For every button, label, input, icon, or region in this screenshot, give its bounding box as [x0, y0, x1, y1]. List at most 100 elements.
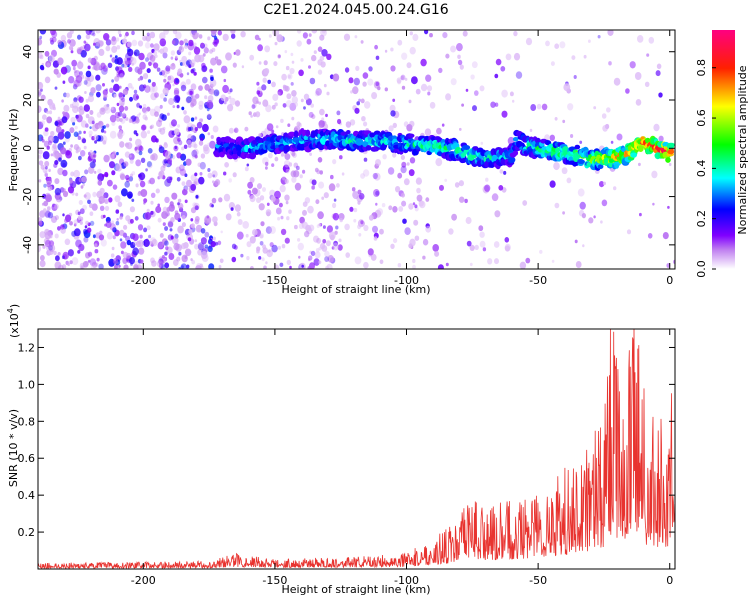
spectrogram-noise-cell: [249, 195, 256, 203]
spectrogram-noise-cell: [191, 259, 196, 265]
spectrogram-noise-cell: [162, 126, 166, 131]
spectrogram-noise-cell: [173, 259, 179, 266]
spectrogram-noise-cell: [88, 134, 92, 138]
spectrogram-noise-cell: [429, 101, 436, 109]
spectrogram-noise-cell: [409, 120, 415, 128]
spectrogram-y-tick-label: -40: [21, 236, 34, 254]
spectrogram-noise-cell: [333, 240, 338, 247]
spectrogram-noise-cell: [360, 220, 364, 225]
spectrogram-ridge-cell: [462, 145, 471, 150]
spectrogram-noise-cell: [134, 216, 139, 221]
spectrogram-noise-cell: [396, 77, 402, 84]
spectrogram-noise-cell: [89, 258, 97, 267]
spectrogram-noise-cell: [275, 125, 279, 129]
spectrogram-noise-cell: [326, 91, 330, 96]
spectrogram-noise-cell: [262, 99, 269, 107]
spectrogram-noise-cell: [291, 90, 297, 97]
spectrogram-noise-cell: [109, 161, 115, 169]
spectrogram-noise-cell: [131, 30, 135, 36]
spectrogram-noise-cell: [42, 193, 47, 199]
spectrogram-noise-cell: [124, 181, 130, 188]
spectrogram-noise-cell: [97, 168, 102, 174]
spectrogram-noise-cell: [181, 146, 185, 151]
spectrogram-noise-cell: [392, 152, 397, 158]
spectrogram-noise-cell: [130, 173, 133, 178]
spectrogram-noise-cell: [490, 101, 496, 108]
spectrogram-noise-cell: [77, 211, 81, 216]
spectrogram-noise-cell: [199, 172, 203, 176]
spectrogram-noise-cell: [150, 43, 154, 48]
spectrogram-noise-cell: [188, 51, 192, 56]
spectrogram-noise-cell: [98, 121, 102, 126]
spectrogram-noise-cell: [162, 87, 169, 96]
spectrogram-noise-cell: [38, 38, 43, 46]
spectrogram-noise-cell: [442, 31, 448, 39]
spectrogram-noise-cell: [484, 184, 491, 192]
spectrogram-noise-cell: [367, 78, 374, 86]
spectrogram-noise-cell: [55, 255, 60, 262]
spectrogram-noise-cell: [284, 194, 290, 201]
spectrogram-noise-cell: [357, 224, 362, 230]
spectrogram-noise-cell: [191, 154, 196, 159]
spectrogram-noise-cell: [167, 220, 174, 227]
spectrogram-noise-cell: [124, 57, 127, 62]
spectrogram-noise-cell: [184, 255, 188, 259]
spectrogram-noise-cell: [189, 124, 197, 132]
spectrogram-noise-cell: [326, 263, 333, 269]
spectrogram-noise-cell: [341, 172, 345, 176]
spectrogram-noise-cell: [50, 153, 54, 157]
spectrogram-noise-cell: [305, 98, 312, 106]
spectrogram-noise-cell: [84, 192, 91, 200]
spectrogram-noise-cell: [167, 112, 170, 116]
spectrogram-noise-cell: [80, 185, 84, 189]
spectrogram-noise-cell: [257, 44, 263, 52]
snr-x-tick-label: -50: [529, 574, 547, 587]
spectrogram-noise-cell: [653, 123, 660, 132]
spectrogram-noise-cell: [95, 74, 101, 81]
spectrogram-noise-cell: [103, 104, 109, 111]
spectrogram-noise-cell: [593, 106, 597, 110]
spectrogram-noise-cell: [167, 221, 174, 228]
spectrogram-y-tick-label: 0: [21, 145, 34, 152]
spectrogram-noise-cell: [62, 190, 69, 198]
spectrogram-noise-cell: [288, 162, 293, 167]
spectrogram-noise-cell: [69, 179, 73, 184]
spectrogram-noise-cell: [190, 183, 197, 191]
spectrogram-noise-cell: [154, 105, 161, 114]
spectrogram-noise-cell: [190, 258, 193, 262]
spectrogram-frame: [37, 29, 676, 270]
spectrogram-noise-cell: [80, 150, 86, 157]
spectrogram-noise-cell: [151, 85, 158, 93]
spectrogram-noise-cell: [142, 114, 148, 120]
spectrogram-noise-cell: [62, 111, 66, 115]
spectrogram-noise-cell: [206, 114, 212, 120]
spectrogram-noise-cell: [668, 162, 672, 167]
spectrogram-noise-cell: [79, 105, 83, 111]
spectrogram-noise-cell: [240, 31, 246, 38]
spectrogram-noise-cell: [188, 64, 192, 69]
spectrogram-noise-cell: [117, 30, 122, 35]
spectrogram-noise-cell: [458, 180, 464, 187]
spectrogram-noise-cell: [260, 221, 265, 227]
spectrogram-noise-cell: [603, 181, 606, 186]
spectrogram-noise-cell: [227, 104, 234, 112]
spectrogram-noise-cell: [46, 62, 51, 68]
spectrogram-noise-cell: [223, 101, 227, 105]
spectrogram-noise-cell: [123, 161, 129, 167]
spectrogram-noise-cell: [318, 260, 322, 265]
spectrogram-noise-cell: [110, 154, 115, 160]
spectrogram-noise-cell: [457, 54, 461, 59]
spectrogram-noise-cell: [55, 194, 63, 203]
spectrogram-noise-cell: [57, 116, 61, 120]
spectrogram-noise-cell: [200, 228, 206, 234]
spectrogram-noise-cell: [57, 264, 64, 269]
spectrogram-noise-cell: [198, 54, 205, 63]
spectrogram-noise-cell: [256, 246, 261, 252]
spectrogram-noise-cell: [297, 242, 304, 251]
spectrogram-noise-cell: [61, 116, 68, 124]
spectrogram-noise-cell: [323, 83, 327, 88]
spectrogram-noise-cell: [426, 85, 433, 92]
spectrogram-noise-cell: [311, 30, 318, 34]
spectrogram-noise-cell: [119, 85, 122, 89]
spectrogram-noise-cell: [54, 121, 59, 126]
